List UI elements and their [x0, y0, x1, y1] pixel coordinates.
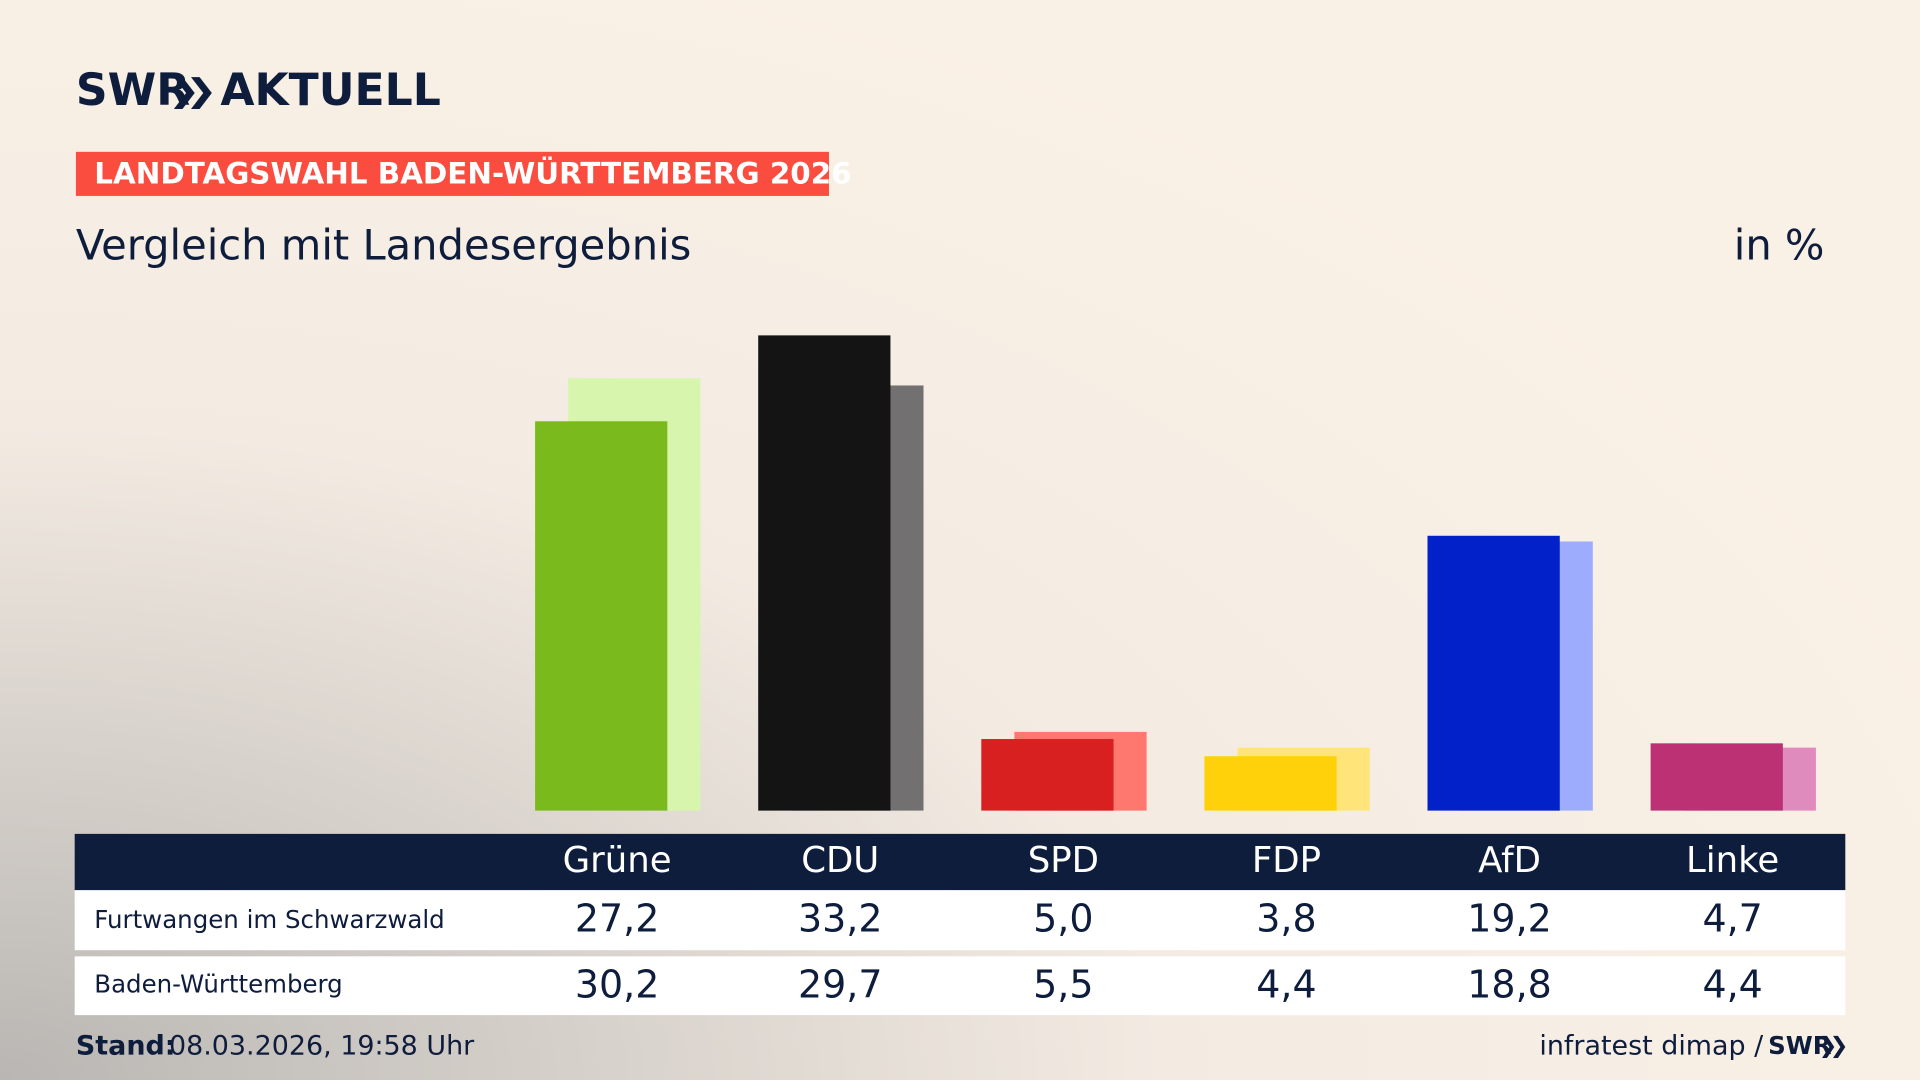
- logo-title: AKTUELL: [220, 65, 440, 116]
- bar: [1650, 743, 1783, 811]
- row-label: Baden-Württemberg: [94, 970, 342, 999]
- value-label: 4,7: [1702, 896, 1762, 940]
- source-chevrons: [1822, 1035, 1846, 1058]
- category-label: FDP: [1252, 840, 1321, 881]
- bar: [758, 335, 891, 811]
- value-label: 29,7: [798, 962, 882, 1006]
- category-label: Linke: [1686, 840, 1779, 881]
- bar: [981, 739, 1114, 811]
- source: infratest dimap /: [1539, 1030, 1764, 1061]
- chart-title: Vergleich mit Landesergebnis: [76, 221, 691, 270]
- table-header: [74, 833, 1846, 891]
- value-label: 30,2: [575, 962, 659, 1006]
- category-label: Grüne: [563, 840, 672, 881]
- badge-bg: [75, 151, 829, 196]
- source-logo: SWR: [1768, 1031, 1832, 1060]
- category-label: CDU: [801, 840, 879, 881]
- stand-label: Stand:: [76, 1030, 176, 1061]
- category-label: SPD: [1028, 840, 1099, 881]
- bar: [1204, 756, 1337, 811]
- table-row: [74, 956, 1846, 1016]
- bar: [1427, 535, 1560, 811]
- value-label: 5,5: [1033, 962, 1093, 1006]
- value-label: 4,4: [1256, 962, 1316, 1006]
- value-label: 4,4: [1702, 962, 1762, 1006]
- bar: [535, 421, 668, 811]
- value-label: 3,8: [1256, 896, 1316, 940]
- value-label: 5,0: [1033, 896, 1093, 940]
- stand: 08.03.2026, 19:58 Uhr: [169, 1030, 475, 1061]
- value-label: 33,2: [798, 896, 882, 940]
- value-label: 19,2: [1467, 896, 1551, 940]
- value-label: 27,2: [575, 896, 659, 940]
- logo: SWR: [76, 65, 190, 116]
- badge: LANDTAGSWAHL BADEN-WÜRTTEMBERG 2026: [94, 155, 851, 191]
- row-label: Furtwangen im Schwarzwald: [94, 905, 444, 934]
- table-row: [74, 890, 1846, 951]
- unit-label: in %: [1734, 221, 1825, 270]
- value-label: 18,8: [1467, 962, 1551, 1006]
- category-label: AfD: [1478, 840, 1541, 881]
- logo-chevrons: [173, 77, 212, 109]
